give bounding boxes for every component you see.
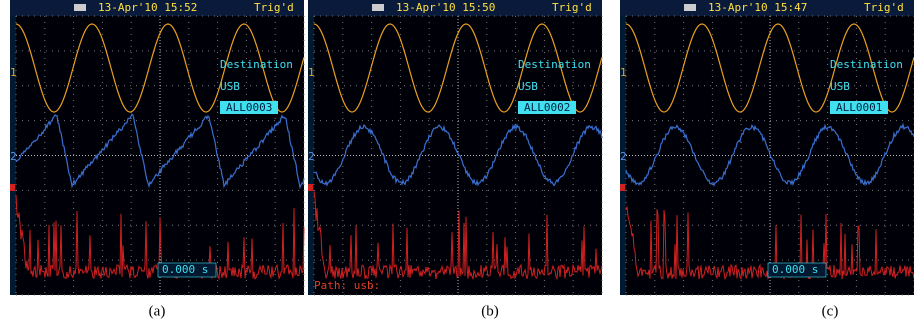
scope-screen: 13-Apr'10 15:47 Trig'd 1 2 Destination USB ALL… [620,0,914,295]
footer-time: 0.000 s [772,263,818,276]
menu-file: ALL0001 [836,101,882,114]
math-marker [620,184,625,191]
figure: 13-Apr'10 15:52 Trig'd 1 2 Destination USB ALL… [0,0,914,325]
usb-icon [372,4,384,11]
menu-title: Destination [518,58,591,71]
menu-file: ALL0003 [226,101,272,114]
channel-label: 2 [10,150,17,163]
header-trigger: Trig'd [552,1,592,14]
usb-icon [74,4,86,11]
footer-path: Path: usb: [314,279,380,292]
header-trigger: Trig'd [864,1,904,14]
channel-label: 2 [620,150,627,163]
menu-device: USB [220,80,240,93]
menu-title: Destination [220,58,293,71]
menu-title: Destination [830,58,903,71]
math-marker [308,184,313,191]
header-trigger: Trig'd [254,1,294,14]
math-marker [10,184,15,191]
channel-label: 1 [10,66,17,79]
caption: (c) [822,303,839,319]
caption: (a) [149,303,166,319]
menu-device: USB [518,80,538,93]
usb-icon [684,4,696,11]
caption: (b) [481,303,499,319]
header-datetime: 13-Apr'10 15:50 [396,1,495,14]
scope-screen: 13-Apr'10 15:50 Trig'd 1 2 Destination USB ALL… [308,0,602,295]
channel-label: 1 [308,66,315,79]
channel-label: 1 [620,66,627,79]
menu-device: USB [830,80,850,93]
header-datetime: 13-Apr'10 15:52 [98,1,197,14]
channel-label: 2 [308,150,315,163]
footer-time: 0.000 s [162,263,208,276]
scope-screen: 13-Apr'10 15:52 Trig'd 1 2 Destination USB ALL… [10,0,304,295]
menu-file: ALL0002 [524,101,570,114]
header-datetime: 13-Apr'10 15:47 [708,1,807,14]
